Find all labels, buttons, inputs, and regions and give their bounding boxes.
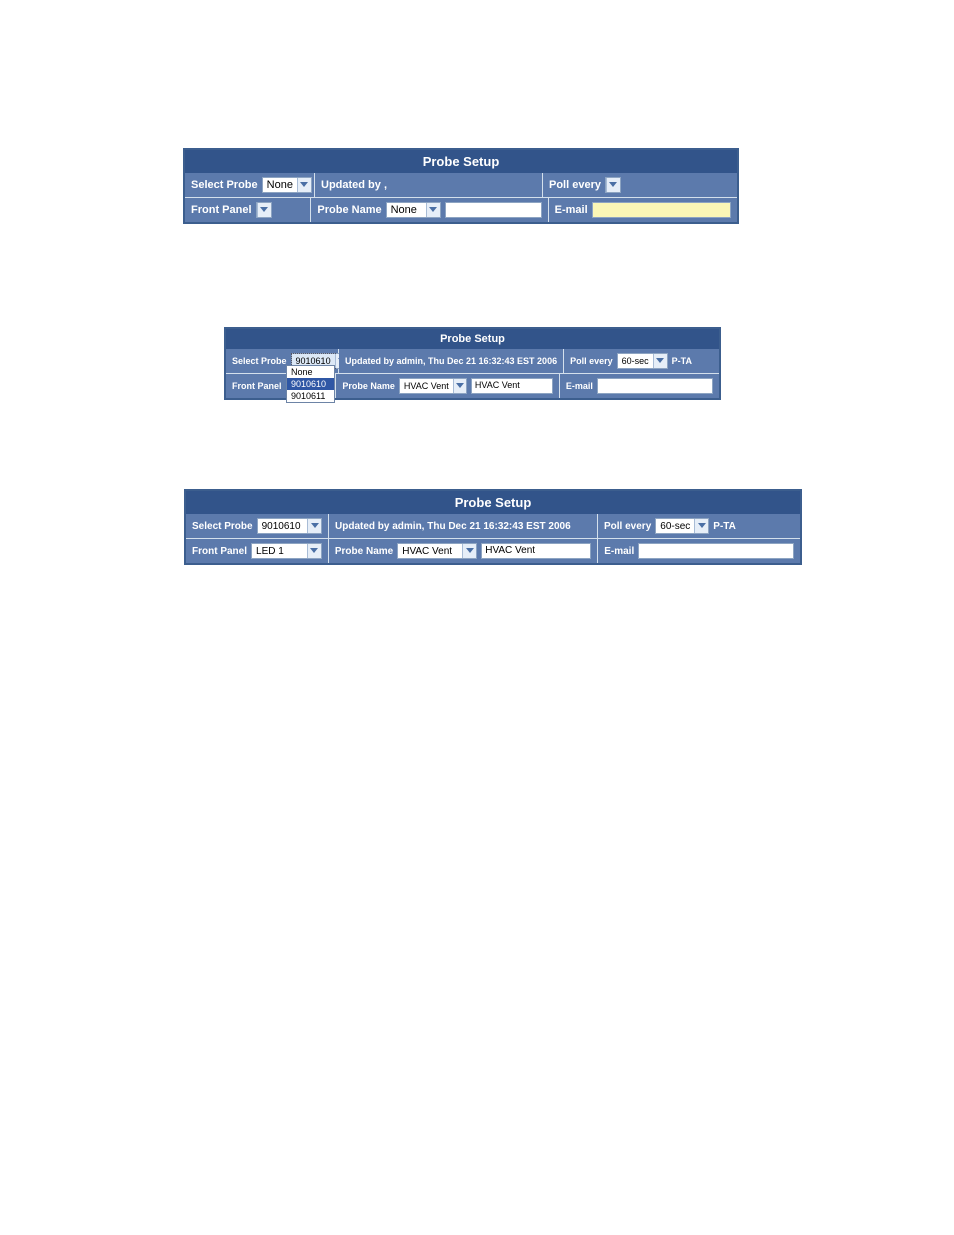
row-2: Front Panel LED 1 Probe Name HVAC Vent [186,538,800,563]
dropdown-option[interactable]: 9010610 [287,378,334,390]
email-input[interactable] [597,378,713,394]
probe-name-input[interactable]: HVAC Vent [481,543,591,559]
probe-name-select-value: None [387,203,426,217]
panel-body: Select Probe None Updated by , Poll ever… [185,173,737,222]
select-probe-label: Select Probe [192,521,253,532]
probe-name-select-value: HVAC Vent [398,544,462,558]
probe-name-dropdown[interactable]: HVAC Vent [397,543,477,559]
poll-every-label: Poll every [549,179,601,191]
probe-name-input[interactable]: HVAC Vent [471,378,553,394]
poll-every-value: 60-sec [656,519,694,533]
probe-setup-panel-2: Probe Setup Select Probe 9010610 Updated… [224,327,721,400]
chevron-down-icon [694,519,708,533]
updated-by-text: Updated by admin, Thu Dec 21 16:32:43 ES… [345,356,557,366]
email-label: E-mail [566,381,593,391]
select-probe-label: Select Probe [191,179,258,191]
cell-probe-name: Probe Name HVAC Vent HVAC Vent [336,374,560,398]
probe-name-label: Probe Name [317,204,381,216]
row-1: Select Probe None Updated by , Poll ever… [185,173,737,197]
cell-select-probe: Select Probe None [185,173,315,197]
cell-poll-every: Poll every 60-sec P-TA [564,349,719,373]
panel-frame: Probe Setup Select Probe 9010610 Updated… [184,489,802,565]
poll-suffix: P-TA [713,521,736,532]
chevron-down-icon [453,379,466,393]
select-probe-dropdown-list[interactable]: None 9010610 9010611 [286,365,335,403]
email-input[interactable] [638,543,794,559]
chevron-down-icon [297,178,311,192]
select-probe-dropdown[interactable]: 9010610 [257,518,322,534]
cell-email: E-mail [598,539,800,563]
poll-every-label: Poll every [570,356,613,366]
panel-title: Probe Setup [185,150,737,173]
chevron-down-icon [307,544,321,558]
probe-name-dropdown[interactable]: HVAC Vent [399,378,467,394]
poll-every-dropdown[interactable]: 60-sec [617,353,668,369]
email-label: E-mail [604,546,634,557]
cell-select-probe: Select Probe 9010610 [186,514,329,538]
select-probe-value: None [263,178,297,192]
panel-frame: Probe Setup Select Probe None Updated by… [183,148,739,224]
cell-email: E-mail [560,374,719,398]
chevron-down-icon [606,178,620,192]
chevron-down-icon [257,203,271,217]
dropdown-option[interactable]: None [287,366,334,378]
chevron-down-icon [462,544,476,558]
poll-suffix: P-TA [672,356,692,366]
cell-updated-by: Updated by admin, Thu Dec 21 16:32:43 ES… [329,514,598,538]
dropdown-option[interactable]: 9010611 [287,390,334,402]
chevron-down-icon [307,519,321,533]
cell-updated-by: Updated by , [315,173,543,197]
panel-body: Select Probe 9010610 Updated by admin, T… [186,514,800,563]
updated-by-text: Updated by admin, Thu Dec 21 16:32:43 ES… [335,521,571,532]
cell-email: E-mail [549,198,737,222]
probe-name-select-value: HVAC Vent [400,379,453,393]
select-probe-dropdown[interactable]: None [262,177,312,193]
updated-by-text: Updated by , [321,179,387,191]
select-probe-value: 9010610 [258,519,307,533]
poll-every-dropdown[interactable] [605,177,621,193]
poll-every-value: 60-sec [618,354,653,368]
probe-name-input[interactable] [445,202,542,218]
front-panel-label: Front Panel [232,381,282,391]
cell-poll-every: Poll every 60-sec P-TA [598,514,800,538]
cell-front-panel: Front Panel LED 1 [186,539,329,563]
chevron-down-icon [426,203,440,217]
cell-updated-by: Updated by admin, Thu Dec 21 16:32:43 ES… [339,349,564,373]
front-panel-label: Front Panel [192,546,247,557]
probe-setup-panel-1: Probe Setup Select Probe None Updated by… [183,148,739,224]
front-panel-dropdown[interactable] [256,202,272,218]
cell-probe-name: Probe Name None [311,198,548,222]
chevron-down-icon [653,354,667,368]
front-panel-label: Front Panel [191,204,252,216]
select-probe-label: Select Probe [232,356,287,366]
panel-title: Probe Setup [186,491,800,514]
front-panel-dropdown[interactable]: LED 1 [251,543,322,559]
row-2: Front Panel Probe Name None [185,197,737,222]
cell-front-panel: Front Panel [185,198,311,222]
poll-every-dropdown[interactable]: 60-sec [655,518,709,534]
front-panel-value: LED 1 [252,544,307,558]
row-1: Select Probe 9010610 Updated by admin, T… [186,514,800,538]
email-label: E-mail [555,204,588,216]
probe-name-label: Probe Name [342,381,395,391]
probe-setup-panel-3: Probe Setup Select Probe 9010610 Updated… [184,489,802,565]
probe-name-label: Probe Name [335,546,393,557]
cell-poll-every: Poll every [543,173,737,197]
probe-name-dropdown[interactable]: None [386,202,441,218]
cell-probe-name: Probe Name HVAC Vent HVAC Vent [329,539,598,563]
email-input[interactable] [592,202,731,218]
poll-every-label: Poll every [604,521,651,532]
panel-title: Probe Setup [226,329,719,349]
